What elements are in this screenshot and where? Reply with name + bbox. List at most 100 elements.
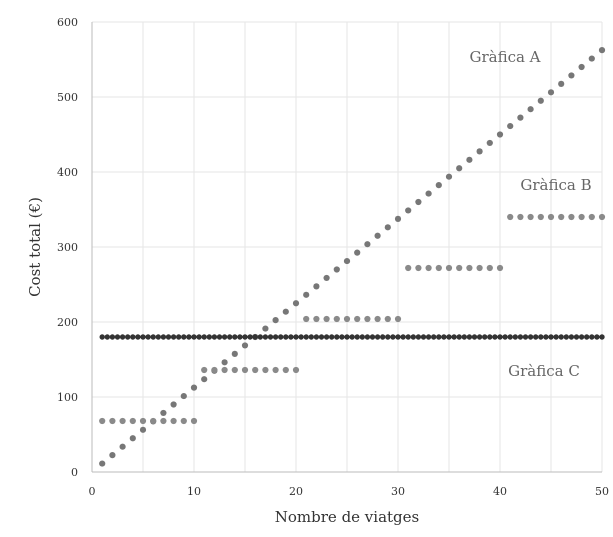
point-a xyxy=(170,401,177,408)
point-c xyxy=(227,334,233,340)
point-b xyxy=(578,213,585,221)
point-c xyxy=(538,334,544,340)
point-b xyxy=(119,417,126,425)
point-c xyxy=(318,334,325,340)
point-c xyxy=(201,334,207,340)
series-label: Gràfica C xyxy=(508,362,580,380)
point-b xyxy=(598,213,606,221)
point-b xyxy=(537,213,544,221)
point-c xyxy=(176,334,182,340)
point-a xyxy=(221,359,228,366)
point-b xyxy=(507,213,514,221)
point-b xyxy=(354,315,361,323)
point-c xyxy=(522,334,529,340)
series-labels: Gràfica A Gràfica B Gràfica C xyxy=(469,48,591,380)
point-c xyxy=(257,334,263,340)
point-c xyxy=(497,334,503,340)
point-c xyxy=(431,334,437,340)
point-a xyxy=(476,148,483,155)
point-c xyxy=(507,334,513,340)
point-c xyxy=(441,334,447,340)
point-c xyxy=(339,334,345,340)
point-c xyxy=(329,334,335,340)
y-tick-label: 200 xyxy=(57,316,78,329)
point-b xyxy=(547,213,555,221)
point-b xyxy=(558,213,565,221)
point-a xyxy=(262,325,269,332)
point-c xyxy=(451,334,457,340)
point-a xyxy=(354,249,361,256)
point-b xyxy=(496,264,504,272)
point-a xyxy=(99,460,106,467)
point-c xyxy=(145,334,151,340)
point-c xyxy=(563,334,569,340)
point-a xyxy=(282,308,289,315)
point-c xyxy=(527,334,534,340)
point-a xyxy=(272,317,279,324)
point-a xyxy=(119,443,126,450)
point-b xyxy=(394,315,402,323)
point-c xyxy=(221,334,228,340)
point-b xyxy=(262,366,269,374)
point-c xyxy=(135,334,141,340)
point-b xyxy=(343,315,351,323)
point-b xyxy=(425,264,432,272)
point-c xyxy=(119,334,126,340)
point-a xyxy=(445,173,453,180)
point-c xyxy=(543,334,549,340)
point-a xyxy=(598,47,606,54)
point-a xyxy=(568,72,575,79)
point-b xyxy=(435,264,442,272)
point-b xyxy=(568,213,575,221)
point-c xyxy=(247,334,253,340)
point-a xyxy=(323,274,330,282)
point-c xyxy=(283,334,289,340)
point-a xyxy=(139,426,147,433)
point-c xyxy=(313,334,320,340)
point-b xyxy=(201,366,208,374)
point-b xyxy=(241,366,249,374)
point-c xyxy=(288,334,294,340)
point-c xyxy=(390,334,396,340)
point-b xyxy=(150,417,157,425)
point-b xyxy=(415,264,422,272)
point-c xyxy=(252,334,258,340)
point-c xyxy=(298,334,304,340)
x-tick-label: 10 xyxy=(187,485,201,498)
point-b xyxy=(170,417,177,425)
x-tick-label: 20 xyxy=(289,485,303,498)
x-tick-label: 0 xyxy=(89,485,96,498)
point-a xyxy=(160,409,167,417)
point-b xyxy=(364,315,371,323)
point-c xyxy=(380,334,386,340)
point-c xyxy=(364,334,371,340)
point-a xyxy=(384,224,391,231)
point-a xyxy=(527,106,534,113)
axes xyxy=(91,22,602,473)
point-c xyxy=(293,334,299,340)
point-c xyxy=(476,334,483,340)
point-a xyxy=(425,190,432,197)
point-c xyxy=(482,334,488,340)
point-a xyxy=(466,156,473,163)
point-a xyxy=(231,350,238,357)
point-a xyxy=(415,198,422,206)
point-c xyxy=(344,334,350,340)
point-b xyxy=(99,417,106,425)
point-c xyxy=(272,334,279,340)
point-c xyxy=(191,334,197,340)
point-c xyxy=(400,334,406,340)
point-c xyxy=(206,334,212,340)
point-c xyxy=(323,334,330,340)
point-b xyxy=(313,315,320,323)
point-b xyxy=(527,213,534,221)
point-a xyxy=(180,392,187,400)
point-c xyxy=(512,334,518,340)
point-a xyxy=(496,131,504,138)
point-c xyxy=(517,334,524,340)
point-a xyxy=(578,63,585,71)
point-c xyxy=(196,334,202,340)
point-c xyxy=(589,334,595,340)
point-a xyxy=(201,376,208,383)
point-b xyxy=(211,366,218,374)
